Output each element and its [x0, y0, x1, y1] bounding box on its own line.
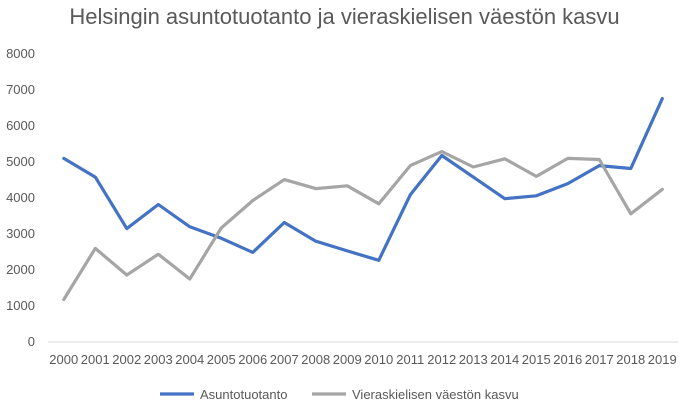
data-point [377, 202, 381, 206]
data-point [566, 182, 570, 186]
x-tick-label: 2001 [81, 352, 110, 367]
y-tick-label: 3000 [6, 226, 35, 241]
data-point [629, 212, 633, 216]
data-point [503, 157, 507, 161]
x-tick-label: 2017 [585, 352, 614, 367]
data-point [534, 194, 538, 198]
data-point [597, 157, 601, 161]
y-tick-label: 2000 [6, 262, 35, 277]
x-tick-label: 2012 [427, 352, 456, 367]
data-point [534, 174, 538, 178]
data-point [125, 273, 129, 277]
x-tick-label: 2000 [49, 352, 78, 367]
data-point [660, 187, 664, 191]
data-point [440, 154, 444, 158]
x-tick-label: 2002 [112, 352, 141, 367]
data-point [219, 226, 223, 230]
data-point [156, 202, 160, 206]
data-point [471, 165, 475, 169]
data-point [62, 156, 66, 160]
data-point [314, 187, 318, 191]
x-tick-label: 2003 [144, 352, 173, 367]
data-point [93, 175, 97, 179]
data-point [440, 150, 444, 154]
x-tick-label: 2011 [396, 352, 424, 367]
data-point [282, 178, 286, 182]
data-point [660, 97, 664, 101]
x-tick-label: 2009 [333, 352, 362, 367]
data-point [629, 166, 633, 170]
data-point [62, 298, 66, 302]
y-tick-label: 1000 [6, 298, 35, 313]
data-point [93, 246, 97, 250]
data-point [345, 249, 349, 253]
y-tick-label: 6000 [6, 118, 35, 133]
series-line-2 [62, 150, 664, 302]
data-point [566, 156, 570, 160]
y-tick-label: 5000 [6, 154, 35, 169]
legend-label-1: Asuntotuotanto [200, 387, 287, 402]
data-point [377, 258, 381, 262]
x-tick-label: 2007 [270, 352, 299, 367]
data-point [219, 236, 223, 240]
data-point [251, 199, 255, 203]
data-point [188, 225, 192, 229]
data-point [251, 250, 255, 254]
x-tick-label: 2005 [207, 352, 236, 367]
x-tick-label: 2019 [648, 352, 677, 367]
x-tick-label: 2010 [364, 352, 393, 367]
series-line-1 [62, 96, 664, 262]
x-tick-label: 2004 [175, 352, 204, 367]
data-point [503, 197, 507, 201]
data-point [408, 193, 412, 197]
data-point [314, 239, 318, 243]
x-tick-label: 2015 [522, 352, 551, 367]
data-point [188, 277, 192, 281]
x-tick-label: 2016 [553, 352, 582, 367]
x-tick-label: 2018 [616, 352, 645, 367]
y-tick-label: 7000 [6, 82, 35, 97]
legend-label-2: Vieraskielisen väestön kasvu [352, 387, 519, 402]
x-tick-label: 2006 [238, 352, 267, 367]
data-point [282, 220, 286, 224]
x-tick-label: 2013 [459, 352, 488, 367]
data-point [156, 252, 160, 256]
chart-title: Helsingin asuntotuotanto ja vieraskielis… [69, 4, 620, 29]
y-tick-label: 4000 [6, 190, 35, 205]
data-point [408, 164, 412, 168]
data-point [471, 175, 475, 179]
x-tick-label: 2008 [301, 352, 330, 367]
data-point [345, 184, 349, 188]
data-point [125, 227, 129, 231]
y-tick-label: 0 [28, 334, 35, 349]
y-tick-label: 8000 [6, 46, 35, 61]
x-tick-label: 2014 [490, 352, 519, 367]
